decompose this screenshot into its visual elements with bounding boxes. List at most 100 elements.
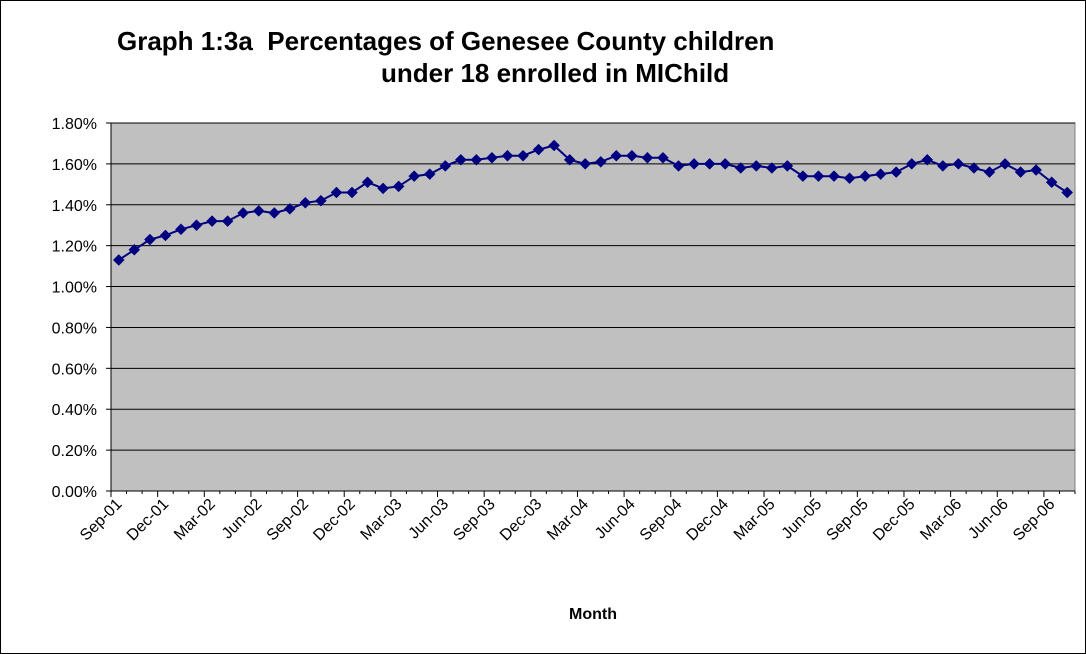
x-tick-label: Sep-02: [264, 496, 313, 545]
x-tick-label: Sep-03: [450, 496, 499, 545]
data-point: [501, 149, 514, 162]
data-point: [734, 162, 747, 174]
data-point: [486, 151, 498, 164]
data-point: [454, 153, 467, 166]
y-tick-label: 1.20%: [52, 239, 97, 256]
data-point: [719, 158, 732, 170]
data-point: [688, 158, 700, 170]
y-tick-label: 0.80%: [52, 320, 97, 337]
y-tick-label: 0.40%: [52, 402, 97, 419]
data-point: [890, 166, 903, 178]
data-point: [626, 149, 638, 162]
data-point: [268, 207, 281, 219]
data-point: [252, 205, 265, 217]
data-point: [983, 166, 996, 178]
x-tick-label: Mar-05: [731, 496, 779, 544]
data-point: [439, 160, 452, 172]
data-point: [423, 168, 436, 180]
y-tick-label: 0.60%: [52, 361, 97, 378]
data-point: [283, 203, 296, 215]
data-point: [330, 186, 343, 199]
x-tick-label: Jun-03: [406, 496, 453, 543]
data-point: [159, 229, 172, 242]
data-point: [828, 170, 840, 183]
data-point: [921, 153, 934, 166]
data-point: [392, 180, 405, 193]
x-tick-label: Mar-03: [358, 496, 406, 544]
data-point: [781, 160, 794, 172]
x-axis-label: Month: [569, 606, 617, 623]
data-point: [703, 158, 716, 170]
data-point: [797, 170, 809, 183]
data-point: [346, 186, 358, 199]
data-point: [563, 153, 576, 166]
data-point: [221, 215, 234, 227]
series-group: [112, 139, 1074, 266]
x-tick-label: Sep-05: [823, 496, 872, 545]
x-tick-label: Dec-04: [683, 496, 732, 545]
x-tick-label: Sep-04: [637, 496, 686, 545]
data-point: [1061, 186, 1074, 199]
data-point: [765, 162, 778, 174]
x-tick-label: Dec-02: [310, 496, 359, 545]
data-point: [641, 151, 654, 164]
plot-area: [110, 122, 1076, 492]
data-point: [859, 170, 871, 183]
data-point: [579, 158, 592, 170]
data-point: [517, 149, 529, 162]
data-point: [206, 215, 218, 227]
data-point: [299, 196, 312, 209]
data-point: [128, 243, 141, 256]
x-tick-label: Mar-04: [544, 496, 592, 544]
data-point: [315, 194, 327, 207]
y-tick-label: 1.40%: [52, 198, 97, 215]
y-axis-ticks: 0.00% 0.20% 0.40% 0.60% 0.80% 1.00% 1.20% 1.40%…: [52, 116, 112, 501]
data-point: [377, 182, 389, 195]
y-tick-label: 1.60%: [52, 157, 97, 174]
chart-title-line-2: under 18 enrolled in MIChild: [381, 58, 730, 88]
data-point: [1030, 164, 1042, 176]
x-tick-label: Sep-06: [1010, 496, 1059, 545]
data-point: [999, 158, 1011, 170]
data-point: [594, 155, 607, 168]
y-tick-label: 0.20%: [52, 443, 97, 460]
grid-lines: [111, 122, 1075, 451]
data-point: [843, 172, 856, 185]
x-tick-label: Sep-01: [77, 496, 126, 545]
x-tick-label: Mar-02: [171, 496, 219, 544]
data-point: [610, 149, 623, 162]
x-tick-label: Jun-06: [965, 496, 1012, 543]
x-tick-label: Jun-04: [592, 496, 639, 543]
x-tick-label: Dec-03: [497, 496, 546, 545]
data-point: [905, 158, 918, 170]
chart-title-line-1: Graph 1:3a Percentages of Genesee County…: [117, 26, 775, 56]
data-point: [470, 153, 483, 166]
x-tick-label: Jun-02: [219, 496, 266, 543]
data-point: [408, 170, 421, 183]
data-point: [657, 151, 669, 164]
y-tick-label: 0.00%: [52, 484, 97, 501]
data-point: [672, 160, 685, 172]
x-tick-label: Mar-06: [917, 496, 965, 544]
data-point: [936, 160, 949, 172]
y-tick-label: 1.00%: [52, 280, 97, 297]
data-point: [144, 233, 156, 246]
data-point: [548, 139, 560, 152]
data-point: [175, 223, 187, 236]
data-point: [361, 176, 374, 189]
x-tick-label: Dec-01: [124, 496, 173, 545]
data-point: [1014, 166, 1027, 178]
chart-title: Graph 1:3a Percentages of Genesee County…: [61, 25, 1021, 89]
data-point: [190, 219, 203, 232]
x-tick-label: Jun-05: [779, 496, 826, 543]
y-tick-label: 1.80%: [52, 116, 97, 133]
data-point: [1045, 176, 1058, 189]
data-point: [237, 207, 250, 219]
data-point: [750, 160, 763, 172]
data-point: [874, 168, 887, 180]
data-point: [532, 143, 545, 156]
data-point: [968, 162, 980, 174]
